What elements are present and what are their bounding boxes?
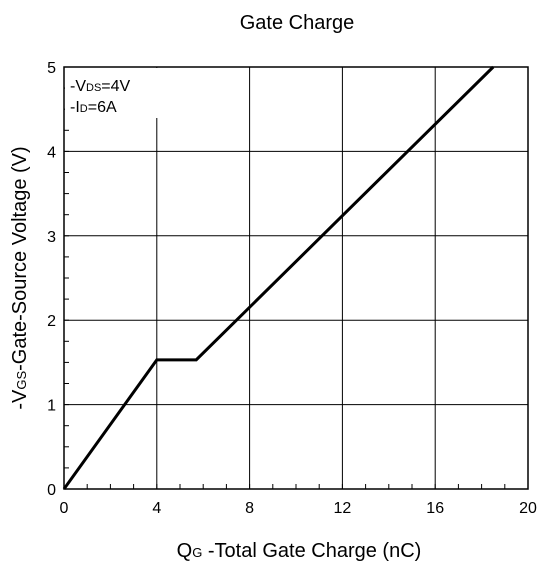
minor-ticks (64, 87, 506, 489)
x-tick-label: 20 (519, 500, 537, 517)
x-tick-label: 4 (152, 500, 161, 517)
series-group (62, 65, 495, 490)
x-tick-labels: 0 4 8 12 16 20 (60, 500, 537, 517)
y-tick-labels: 0 1 2 3 4 5 (47, 60, 56, 499)
y-tick-label: 3 (47, 229, 56, 246)
y-tick-label: 1 (47, 398, 56, 415)
y-tick-label: 0 (47, 482, 56, 499)
annotation-id: -ID=6A (70, 99, 117, 116)
grid (64, 67, 528, 489)
annotation-box (65, 68, 167, 118)
plot-frame (63, 66, 529, 490)
annotation-vds: -VDS=4V (70, 78, 131, 95)
x-tick-label: 16 (426, 500, 444, 517)
x-tick-label: 0 (60, 500, 69, 517)
chart-title: Gate Charge (240, 12, 355, 34)
x-axis-label: QG -Total Gate Charge (nC) (177, 540, 422, 562)
x-tick-label: 8 (245, 500, 254, 517)
y-axis-label: -VGS-Gate-Source Voltage (V) (9, 146, 31, 409)
x-tick-label: 12 (334, 500, 352, 517)
y-tick-label: 2 (47, 313, 56, 330)
y-tick-label: 5 (47, 60, 56, 77)
y-tick-label: 4 (47, 144, 56, 161)
series-line (62, 65, 495, 490)
